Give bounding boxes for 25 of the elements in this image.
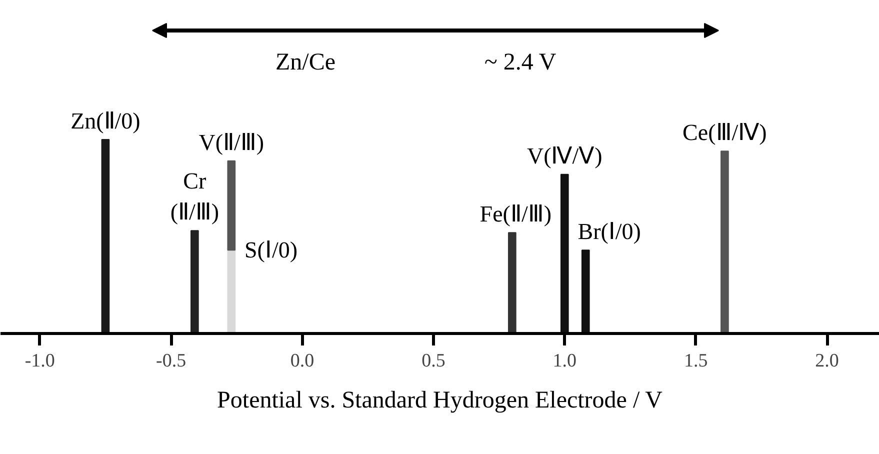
text: ~ 2.4 V [484, 50, 557, 76]
annotation: Zn(Ⅱ/0) [70, 108, 140, 134]
bar [581, 250, 590, 334]
x-axis-title: Potential vs. Standard Hydrogen Electrode / V [217, 388, 664, 414]
x-tick-label: 1.0 [552, 350, 577, 372]
annotation: Fe(Ⅱ/Ⅲ) [480, 202, 552, 227]
annotation: V(Ⅳ/Ⅴ) [526, 143, 602, 168]
bar [508, 232, 516, 334]
annotation: V(Ⅱ/Ⅲ) [198, 130, 264, 155]
annotation: Ce(Ⅲ/Ⅳ) [682, 120, 767, 146]
bar [101, 139, 110, 334]
x-tick-label: 0.5 [422, 350, 446, 372]
annotation: Cr (Ⅱ/Ⅲ) [170, 168, 220, 225]
x-tick-label: -0.5 [156, 350, 186, 372]
bar [227, 160, 236, 251]
x-tick-label: -1.0 [24, 350, 55, 372]
bar [560, 174, 569, 334]
x-tick-label: 2.0 [815, 350, 839, 372]
bar [227, 250, 236, 334]
annotation: Br(Ⅰ/0) [578, 219, 641, 244]
x-tick-label: 1.5 [684, 350, 708, 372]
bar [190, 230, 199, 334]
text: Zn/Ce [276, 50, 336, 76]
x-tick-label: 0.0 [290, 350, 314, 372]
annotation: S(Ⅰ/0) [244, 238, 298, 263]
